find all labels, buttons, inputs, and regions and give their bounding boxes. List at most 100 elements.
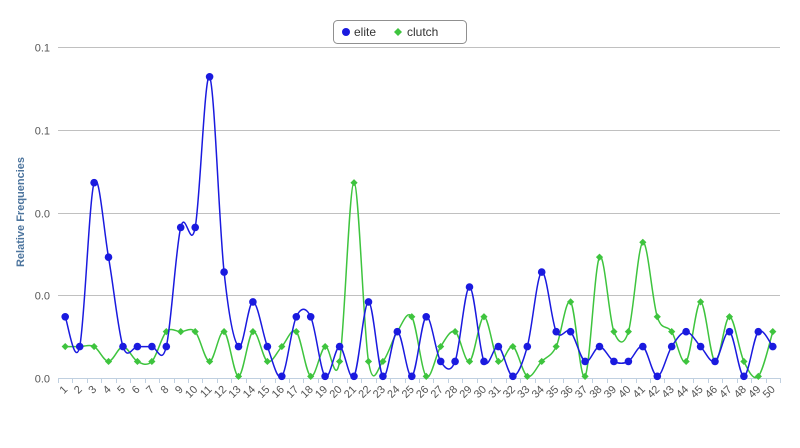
data-point-clutch [740,357,748,366]
data-point-clutch [465,357,474,366]
data-point-elite [509,372,517,381]
legend-marker-elite [342,28,350,36]
data-point-elite [263,342,272,351]
y-tick-label: 0.0 [35,291,50,303]
data-point-elite [306,313,315,321]
data-point-clutch [133,357,142,366]
data-point-clutch [249,328,257,336]
data-point-elite [653,372,662,381]
data-point-elite [480,357,488,366]
data-point-elite [624,357,633,366]
legend-label-elite: elite [354,25,376,39]
data-point-elite [321,372,329,381]
data-point-elite [234,342,243,351]
data-point-elite [711,357,719,366]
data-point-elite [61,313,69,321]
data-point-clutch [104,357,113,366]
data-point-clutch [162,328,170,336]
data-point-clutch [177,328,185,336]
legend[interactable]: elite clutch [333,20,467,44]
data-point-elite [769,342,777,351]
legend-label-clutch: clutch [407,25,438,39]
y-tick-label: 0.1 [35,43,50,55]
data-point-elite [249,298,257,306]
data-point-clutch [307,372,315,380]
data-point-clutch [408,313,416,321]
data-point-elite [75,342,84,351]
series-line-clutch [65,181,774,379]
data-point-clutch [494,357,503,366]
data-point-clutch [552,342,560,351]
data-point-elite [436,357,445,366]
data-point-clutch [581,372,589,380]
series-elite [61,73,777,381]
series-layer [61,73,777,381]
data-point-clutch [653,313,661,321]
data-point-clutch [567,298,575,306]
data-point-elite [90,178,98,187]
data-point-clutch [321,342,329,351]
data-point-elite [682,327,690,336]
y-tick-label: 0.0 [35,209,50,221]
data-point-elite [422,313,431,321]
data-point-clutch [523,372,531,380]
data-point-clutch [696,298,705,306]
data-point-clutch [480,313,488,321]
data-point-elite [494,342,503,351]
data-point-elite [119,342,127,351]
data-point-clutch [234,372,243,380]
legend-item-elite[interactable]: elite [342,25,376,39]
legend-marker-clutch [394,28,402,36]
data-point-elite [581,357,589,366]
data-point-clutch [148,357,156,366]
data-point-clutch [437,342,445,351]
data-point-elite [379,372,387,381]
data-point-elite [364,298,373,306]
data-point-clutch [595,253,604,261]
data-point-clutch [538,357,546,366]
data-point-elite [523,342,532,351]
data-point-elite [104,253,113,261]
data-point-clutch [292,328,300,336]
data-point-elite [725,327,734,336]
data-point-clutch [451,328,459,336]
data-point-clutch [364,357,373,366]
y-axis-label: Relative Frequencies [15,157,27,267]
data-point-elite [552,327,560,336]
data-point-clutch [206,357,214,366]
data-point-elite [696,342,705,351]
data-point-clutch [61,342,69,351]
data-point-elite [740,372,748,381]
data-point-elite [220,268,228,276]
y-axis-ticks: 0.0 0.0 0.0 0.1 0.1 [35,43,50,386]
data-point-clutch [682,357,690,366]
data-point-elite [176,223,185,232]
data-point-clutch [379,357,387,366]
data-point-elite [465,283,474,291]
data-point-elite [335,342,344,351]
data-point-elite [667,342,676,351]
y-tick-label: 0.0 [35,374,50,386]
data-point-clutch [668,328,676,336]
data-point-elite [537,268,546,276]
data-point-clutch [191,328,199,336]
data-point-elite [566,327,575,336]
data-point-clutch [725,313,734,321]
legend-item-clutch[interactable]: clutch [394,25,438,39]
data-point-clutch [350,179,358,187]
data-point-elite [205,73,214,81]
data-point-elite [610,357,618,366]
data-point-elite [595,342,604,351]
data-point-clutch [624,328,632,336]
data-point-clutch [263,357,271,366]
data-point-clutch [335,357,344,366]
data-point-elite [148,342,156,351]
data-point-elite [639,342,647,351]
data-point-elite [191,223,199,232]
data-point-elite [408,372,416,381]
data-point-clutch [509,342,517,351]
data-point-elite [350,372,358,381]
